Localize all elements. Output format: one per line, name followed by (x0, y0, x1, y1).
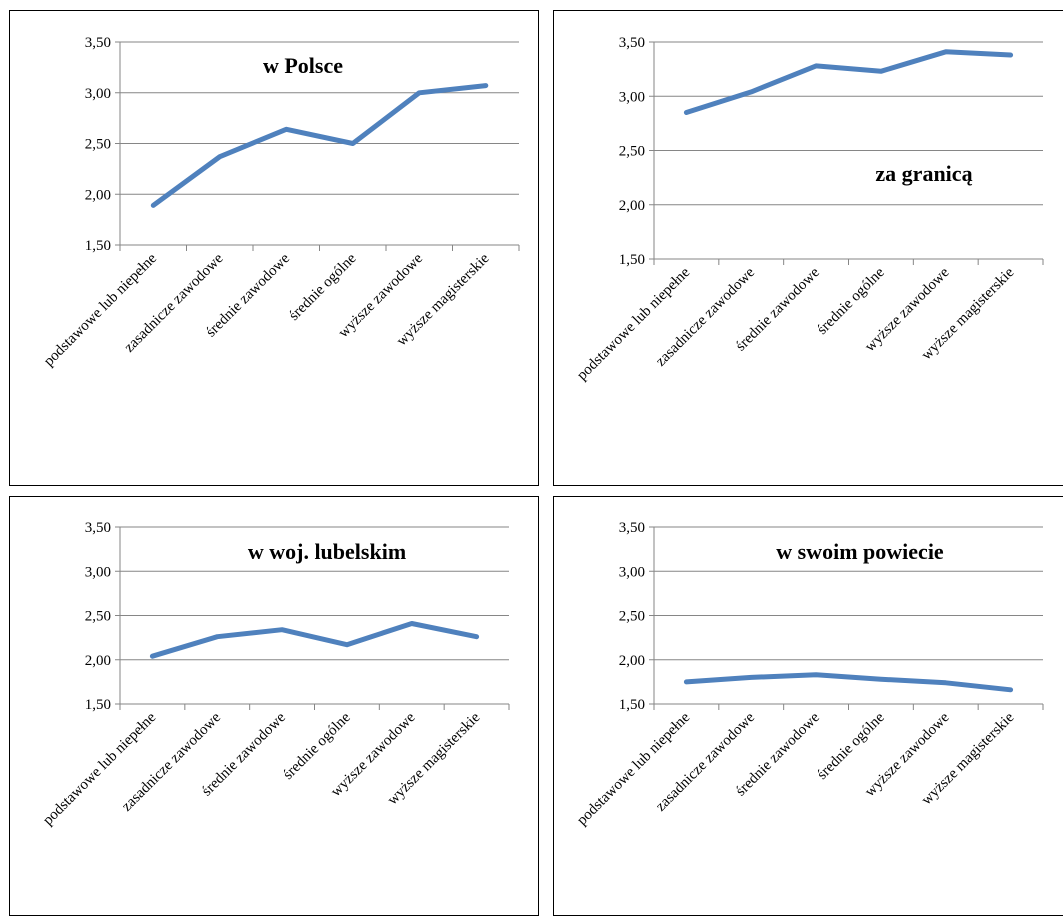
series-line (150, 83, 489, 208)
y-tick-label: 2,50 (619, 144, 645, 160)
series-line (683, 49, 1014, 115)
y-tick-label: 3,00 (619, 564, 645, 580)
y-tick-label: 2,00 (85, 187, 111, 203)
chart-svg-woj-lubelskim: 1,50 2,00 2,50 3,00 3,50 podstawowe lub niepe… (40, 520, 510, 829)
y-tick-label: 3,00 (85, 564, 111, 580)
chart-panel-woj-lubelskim: 1,50 2,00 2,50 3,00 3,50 podstawowe lub niepe… (9, 496, 539, 916)
x-category-label: średnie ogólne (814, 264, 888, 338)
y-tick-label: 3,50 (619, 520, 645, 536)
chart-title: w Polsce (263, 53, 343, 78)
y-tick-label: 2,00 (619, 198, 645, 214)
y-tick-label: 1,50 (85, 238, 111, 254)
series-line (683, 672, 1014, 693)
chart-title: w swoim powiecie (776, 539, 944, 564)
x-category-label: podstawowe lub niepełne (41, 250, 160, 369)
y-tick-label: 1,50 (619, 697, 645, 713)
x-category-label: średnie ogólne (814, 709, 888, 783)
x-category-label: podstawowe lub niepełne (574, 264, 693, 383)
y-tick-label: 2,00 (619, 653, 645, 669)
chart-panel-za-granica: 1,50 2,00 2,50 3,00 3,50 podstawowe lub niepe… (553, 10, 1063, 486)
y-tick-label: 3,00 (85, 86, 111, 102)
y-tick-label: 3,50 (85, 35, 111, 51)
y-tick-label: 2,50 (85, 609, 111, 625)
x-category-label: średnie ogólne (286, 250, 360, 324)
x-category-label: średnie ogólne (280, 709, 354, 783)
chart-svg-za-granica: 1,50 2,00 2,50 3,00 3,50 podstawowe lub niepe… (574, 35, 1044, 384)
chart-panel-swoim-powiecie: 1,50 2,00 2,50 3,00 3,50 podstawowe lub niepe… (553, 496, 1063, 916)
series-line (149, 621, 480, 659)
chart-svg-w-polsce: 1,50 2,00 2,50 3,00 3,50 podstawowe lub niepe… (41, 35, 520, 370)
y-tick-label: 2,50 (85, 137, 111, 153)
chart-title: w woj. lubelskim (248, 539, 406, 564)
y-tick-label: 3,50 (619, 35, 645, 51)
y-tick-label: 3,50 (85, 520, 111, 536)
y-tick-label: 3,00 (619, 89, 645, 105)
chart-title: za granicą (875, 161, 972, 186)
y-tick-label: 1,50 (619, 252, 645, 268)
y-tick-label: 2,00 (85, 653, 111, 669)
y-tick-label: 1,50 (85, 697, 111, 713)
chart-svg-swoim-powiecie: 1,50 2,00 2,50 3,00 3,50 podstawowe lub niepe… (574, 520, 1044, 829)
x-category-label: podstawowe lub niepełne (574, 709, 693, 828)
chart-panel-w-polsce: 1,50 2,00 2,50 3,00 3,50 podstawowe lub niepe… (9, 10, 539, 486)
x-category-label: podstawowe lub niepełne (40, 709, 159, 828)
y-tick-label: 2,50 (619, 609, 645, 625)
